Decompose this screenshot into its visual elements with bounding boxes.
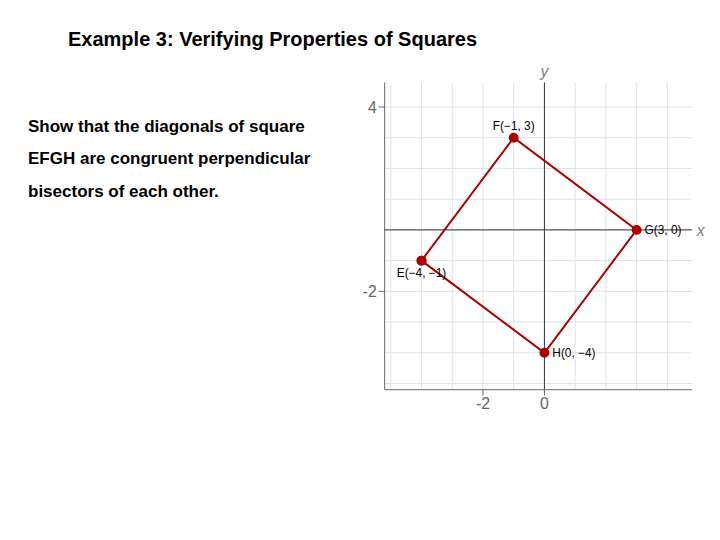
svg-text:E(−4, −1): E(−4, −1) <box>397 266 447 280</box>
svg-text:G(3, 0): G(3, 0) <box>645 223 682 237</box>
svg-text:F(−1, 3): F(−1, 3) <box>493 119 535 133</box>
svg-text:0: 0 <box>540 395 549 412</box>
svg-text:4: 4 <box>368 99 377 116</box>
svg-text:-2: -2 <box>476 395 490 412</box>
svg-text:y: y <box>540 63 550 80</box>
svg-text:H(0, −4): H(0, −4) <box>553 346 596 360</box>
svg-text:-2: -2 <box>363 283 377 300</box>
svg-text:x: x <box>696 222 706 239</box>
html-text:Show that the diagonals of squ: Show that the diagonals of square EFGH a… <box>28 117 311 201</box>
html-text:Example 3: Verifying Propertie: Example 3: Verifying Properties of Squar… <box>68 28 477 50</box>
